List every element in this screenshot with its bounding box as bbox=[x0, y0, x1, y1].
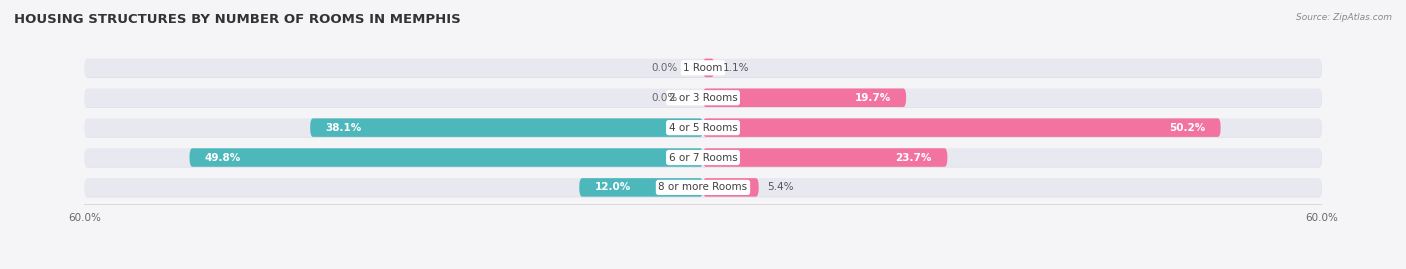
Text: 6 or 7 Rooms: 6 or 7 Rooms bbox=[669, 153, 737, 162]
Text: 50.2%: 50.2% bbox=[1168, 123, 1205, 133]
FancyBboxPatch shape bbox=[84, 89, 1322, 108]
FancyBboxPatch shape bbox=[703, 89, 905, 107]
FancyBboxPatch shape bbox=[84, 148, 1322, 167]
Text: 8 or more Rooms: 8 or more Rooms bbox=[658, 182, 748, 192]
FancyBboxPatch shape bbox=[84, 89, 1322, 107]
Text: 4 or 5 Rooms: 4 or 5 Rooms bbox=[669, 123, 737, 133]
Text: 49.8%: 49.8% bbox=[205, 153, 242, 162]
FancyBboxPatch shape bbox=[84, 118, 1322, 137]
FancyBboxPatch shape bbox=[703, 178, 759, 197]
Text: 23.7%: 23.7% bbox=[896, 153, 932, 162]
FancyBboxPatch shape bbox=[311, 118, 703, 137]
FancyBboxPatch shape bbox=[84, 149, 1322, 168]
FancyBboxPatch shape bbox=[84, 59, 1322, 78]
Text: 5.4%: 5.4% bbox=[766, 182, 793, 192]
Text: 19.7%: 19.7% bbox=[855, 93, 890, 103]
Text: 12.0%: 12.0% bbox=[595, 182, 631, 192]
Text: 1 Room: 1 Room bbox=[683, 63, 723, 73]
Text: 1.1%: 1.1% bbox=[723, 63, 749, 73]
Text: HOUSING STRUCTURES BY NUMBER OF ROOMS IN MEMPHIS: HOUSING STRUCTURES BY NUMBER OF ROOMS IN… bbox=[14, 13, 461, 26]
FancyBboxPatch shape bbox=[703, 118, 1220, 137]
FancyBboxPatch shape bbox=[703, 59, 714, 77]
FancyBboxPatch shape bbox=[84, 179, 1322, 197]
FancyBboxPatch shape bbox=[84, 59, 1322, 77]
FancyBboxPatch shape bbox=[190, 148, 703, 167]
Text: 2 or 3 Rooms: 2 or 3 Rooms bbox=[669, 93, 737, 103]
Text: Source: ZipAtlas.com: Source: ZipAtlas.com bbox=[1296, 13, 1392, 22]
FancyBboxPatch shape bbox=[579, 178, 703, 197]
Text: 0.0%: 0.0% bbox=[651, 93, 678, 103]
FancyBboxPatch shape bbox=[84, 178, 1322, 197]
Text: 38.1%: 38.1% bbox=[326, 123, 361, 133]
Text: 0.0%: 0.0% bbox=[651, 63, 678, 73]
FancyBboxPatch shape bbox=[703, 148, 948, 167]
FancyBboxPatch shape bbox=[84, 119, 1322, 138]
